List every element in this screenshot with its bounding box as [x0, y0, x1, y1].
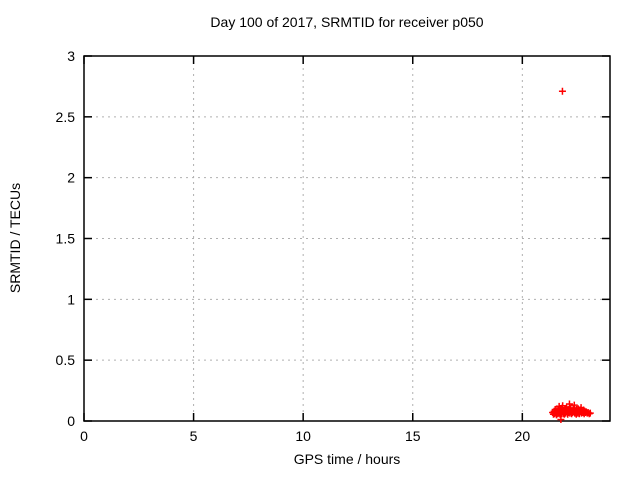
data-point-marker	[557, 416, 565, 424]
data-point-marker	[558, 87, 566, 95]
x-tick-label: 15	[405, 428, 421, 444]
y-tick-label: 1	[67, 291, 75, 307]
y-tick-label: 0	[67, 413, 75, 429]
x-tick-label: 5	[190, 428, 198, 444]
x-axis-label: GPS time / hours	[293, 451, 401, 467]
y-tick-label: 3	[67, 48, 75, 64]
x-tick-label: 10	[295, 428, 311, 444]
y-axis-label: SRMTID / TECUs	[7, 182, 23, 294]
y-tick-label: 0.5	[56, 352, 76, 368]
y-tick-label: 2	[67, 170, 75, 186]
y-tick-label: 1.5	[56, 231, 76, 247]
x-tick-label: 20	[515, 428, 531, 444]
y-tick-label: 2.5	[56, 109, 76, 125]
chart-title: Day 100 of 2017, SRMTID for receiver p05…	[210, 14, 484, 30]
data-point-marker	[570, 401, 578, 409]
data-point-marker	[565, 400, 573, 408]
x-tick-label: 0	[80, 428, 88, 444]
data-point-marker	[586, 409, 594, 417]
